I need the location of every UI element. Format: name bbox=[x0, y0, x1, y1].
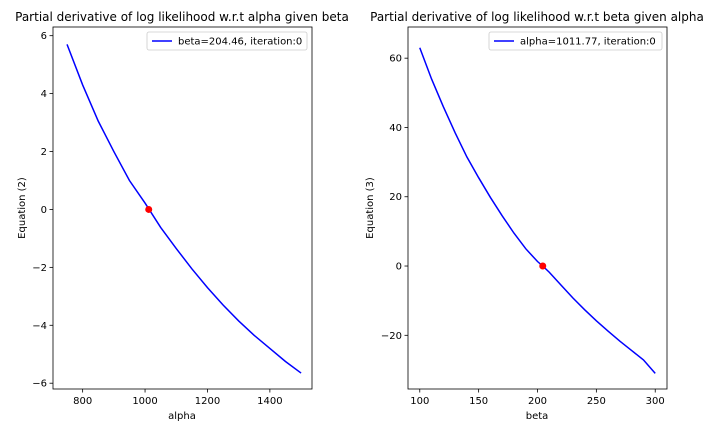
x-axis-label: beta bbox=[526, 411, 549, 422]
y-axis-label: Equation (3) bbox=[365, 177, 376, 239]
x-axis-label: alpha bbox=[168, 411, 196, 422]
legend-box bbox=[146, 31, 308, 51]
legend-label: alpha=1011.77, iteration:0 bbox=[520, 37, 656, 48]
series-line bbox=[66, 44, 302, 374]
x-tick-label: 1400 bbox=[257, 396, 282, 407]
y-tick-label: 0 bbox=[396, 262, 402, 273]
y-tick-label: 4 bbox=[41, 89, 47, 100]
chart-title: Partial derivative of log likelihood w.r… bbox=[370, 10, 704, 24]
x-tick-label: 800 bbox=[73, 396, 92, 407]
y-tick-label: 6 bbox=[41, 31, 47, 42]
x-tick-label: 250 bbox=[587, 396, 606, 407]
y-tick-label: −6 bbox=[32, 379, 47, 390]
beta-derivative-chart: Partial derivative of log likelihood w.r… bbox=[365, 10, 704, 422]
y-tick-label: −4 bbox=[32, 321, 47, 332]
y-axis-label: Equation (2) bbox=[17, 177, 28, 239]
y-tick-label: 2 bbox=[41, 147, 47, 158]
y-tick-label: 0 bbox=[41, 205, 47, 216]
x-tick-label: 150 bbox=[469, 396, 488, 407]
x-tick-label: 100 bbox=[410, 396, 429, 407]
y-tick-label: −2 bbox=[32, 263, 47, 274]
x-tick-label: 1200 bbox=[195, 396, 220, 407]
current-estimate-point bbox=[539, 262, 547, 270]
y-tick-label: 20 bbox=[389, 192, 402, 203]
legend-box bbox=[488, 31, 663, 51]
x-tick-label: 1000 bbox=[132, 396, 157, 407]
legend: alpha=1011.77, iteration:0 bbox=[488, 31, 663, 51]
y-tick-label: −20 bbox=[381, 331, 402, 342]
legend-label: beta=204.46, iteration:0 bbox=[178, 37, 302, 48]
axes-frame bbox=[407, 26, 668, 390]
alpha-derivative-chart: Partial derivative of log likelihood w.r… bbox=[15, 10, 349, 422]
y-tick-label: 60 bbox=[389, 54, 402, 65]
chart-title: Partial derivative of log likelihood w.r… bbox=[15, 10, 349, 24]
x-tick-label: 200 bbox=[528, 396, 547, 407]
y-tick-label: 40 bbox=[389, 123, 402, 134]
axes-frame bbox=[52, 26, 313, 390]
x-tick-label: 300 bbox=[646, 396, 665, 407]
current-estimate-point bbox=[145, 205, 153, 213]
legend: beta=204.46, iteration:0 bbox=[146, 31, 308, 51]
